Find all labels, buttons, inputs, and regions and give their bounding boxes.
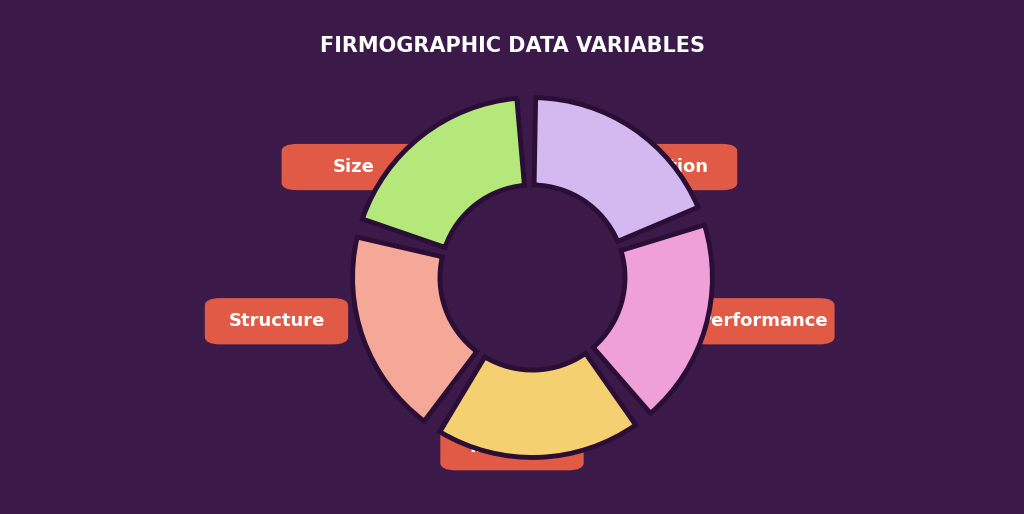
Wedge shape <box>440 353 636 457</box>
Text: Performance: Performance <box>698 312 827 331</box>
FancyBboxPatch shape <box>282 144 425 190</box>
Wedge shape <box>593 225 713 413</box>
Wedge shape <box>535 98 698 242</box>
Text: FIRMOGRAPHIC DATA VARIABLES: FIRMOGRAPHIC DATA VARIABLES <box>319 36 705 56</box>
Text: Industry: Industry <box>470 438 554 456</box>
FancyBboxPatch shape <box>440 424 584 470</box>
Text: Structure: Structure <box>228 312 325 331</box>
Text: Size: Size <box>333 158 374 176</box>
FancyBboxPatch shape <box>691 298 835 344</box>
FancyBboxPatch shape <box>205 298 348 344</box>
FancyBboxPatch shape <box>594 144 737 190</box>
Wedge shape <box>352 237 477 421</box>
Wedge shape <box>362 98 524 247</box>
Text: Location: Location <box>623 158 709 176</box>
